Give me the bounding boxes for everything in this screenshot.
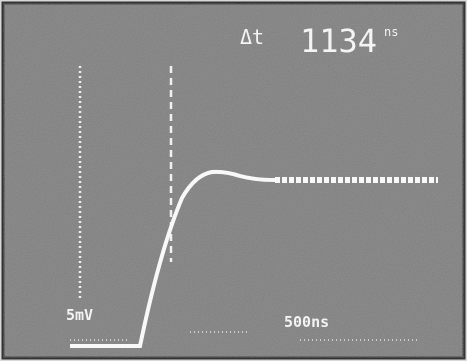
delta-t-symbol: Δt [240, 25, 264, 49]
page: {"readout": {"symbol": "Δt", "value": "1… [0, 0, 467, 361]
oscilloscope-screen: Δt 1134 ns 5mV 500ns [0, 0, 467, 361]
horizontal-scale: 500ns [284, 313, 329, 331]
vertical-scale: 5mV [66, 306, 93, 324]
readout-value: 1134 [300, 22, 377, 60]
readout-unit: ns [384, 25, 398, 39]
